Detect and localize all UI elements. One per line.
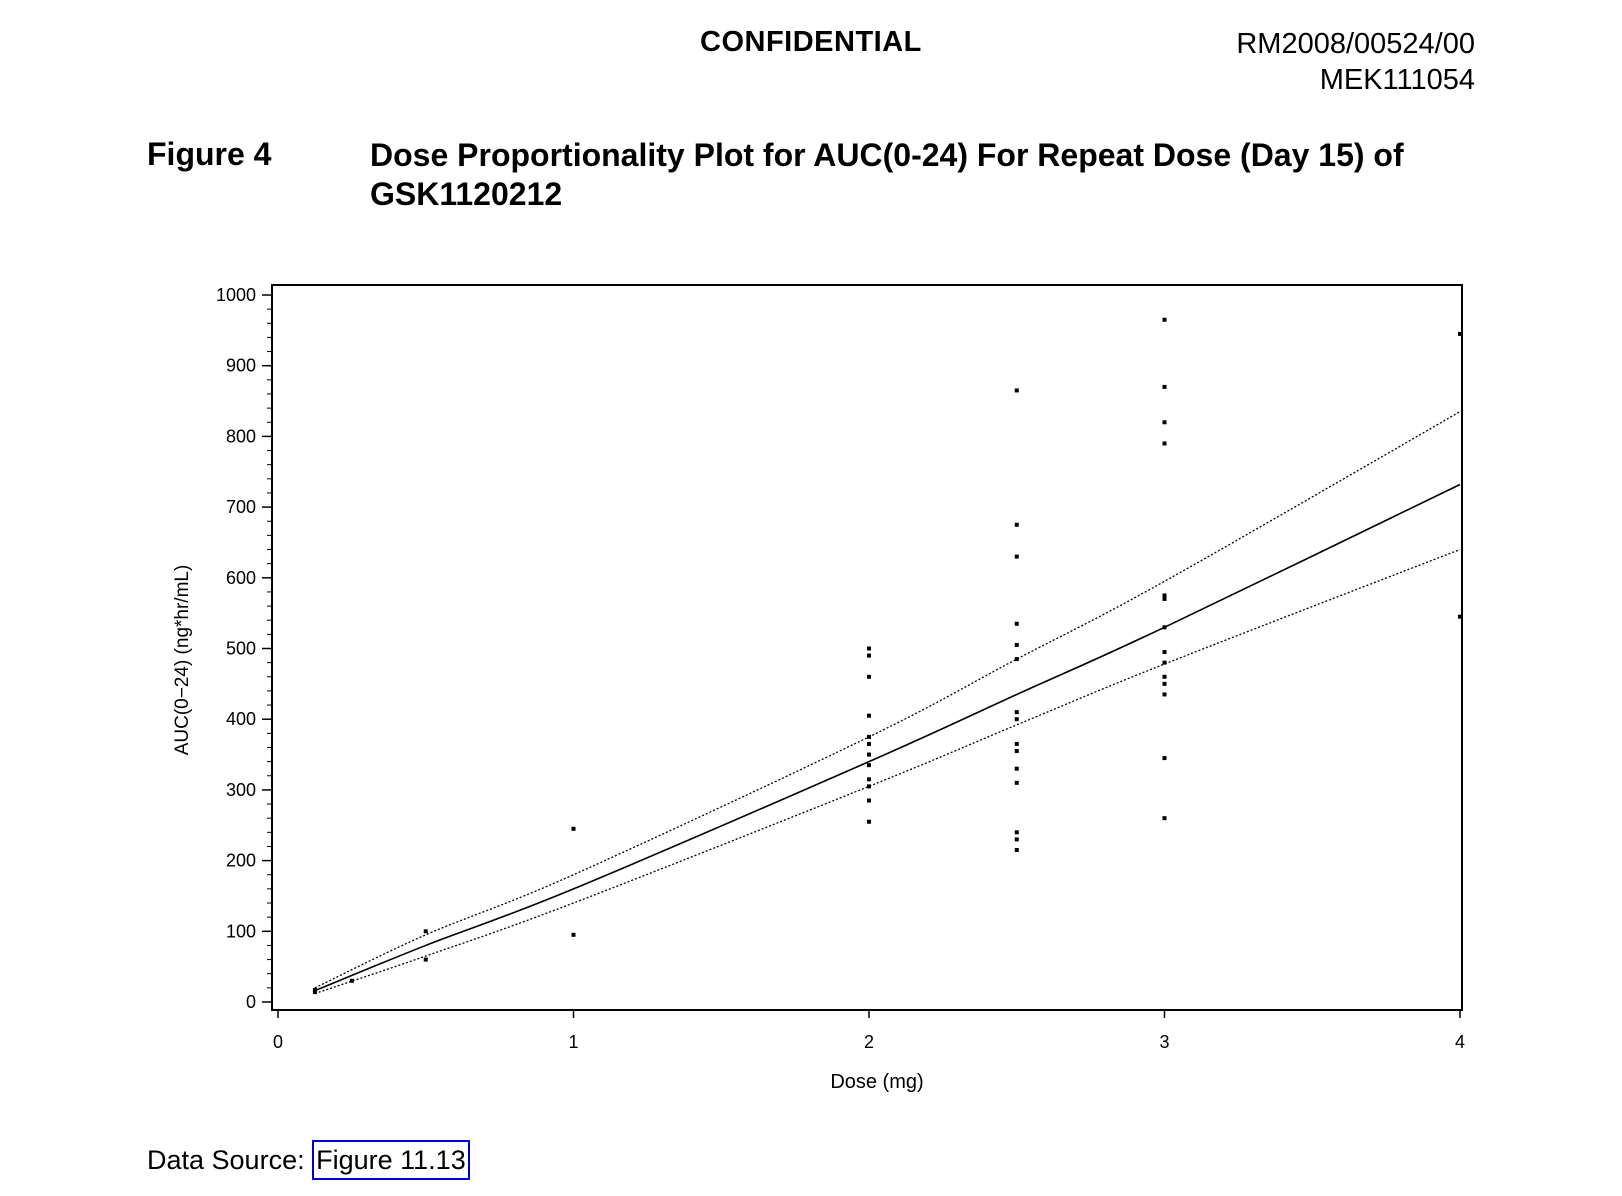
data-point — [1014, 830, 1019, 835]
data-point — [867, 752, 871, 757]
data-point — [1014, 847, 1019, 852]
y-tick-label: 600 — [226, 568, 256, 588]
data-point — [867, 653, 871, 658]
x-tick-label: 0 — [273, 1032, 283, 1052]
data-point — [1162, 384, 1167, 389]
data-point — [1014, 522, 1019, 527]
y-axis-label: AUC(0−24) (ng*hr/mL) — [172, 565, 193, 756]
data-point — [1458, 614, 1462, 619]
data-point — [1162, 816, 1167, 821]
confidence-band-line — [314, 411, 1461, 989]
data-point — [1162, 756, 1167, 761]
plot-frame — [271, 284, 1463, 1011]
y-tick-label: 900 — [226, 356, 256, 376]
data-point — [1014, 710, 1019, 715]
data-point — [867, 734, 871, 739]
data-point — [1162, 625, 1167, 630]
y-axis: 0 100 200 300 400 500 600 700 800 900 1000 — [216, 285, 272, 1012]
y-tick-label: 300 — [226, 780, 256, 800]
data-source: Data Source: Figure 11.13 — [147, 1140, 470, 1180]
data-point — [312, 987, 317, 992]
x-tick-label: 3 — [1159, 1032, 1169, 1052]
x-axis-label: Dose (mg) — [830, 1071, 923, 1093]
fit-lines — [314, 411, 1461, 995]
data-point — [1162, 674, 1167, 679]
x-tick-label: 1 — [568, 1032, 578, 1052]
data-point — [1162, 593, 1167, 598]
data-point — [423, 929, 428, 934]
data-point — [1014, 657, 1019, 662]
data-point — [1162, 650, 1167, 655]
y-tick-label: 200 — [226, 851, 256, 871]
data-point — [867, 784, 871, 789]
data-point — [423, 957, 428, 962]
data-point — [1014, 642, 1019, 647]
data-point — [1458, 331, 1462, 336]
data-point — [867, 674, 871, 679]
data-point — [867, 646, 871, 651]
confidential-label: CONFIDENTIAL — [700, 26, 922, 58]
data-point — [1014, 554, 1019, 559]
data-point — [1162, 317, 1167, 322]
y-tick-label: 500 — [226, 639, 256, 659]
data-point — [867, 777, 871, 782]
data-point — [1162, 681, 1167, 686]
data-source-label: Data Source: — [147, 1145, 305, 1175]
study-id: MEK111054 — [1319, 64, 1475, 96]
data-point — [1014, 717, 1019, 722]
figure-number: Figure 4 — [147, 136, 272, 172]
y-tick-label: 0 — [246, 992, 256, 1012]
data-point — [1162, 660, 1167, 665]
y-tick-label: 1000 — [216, 285, 256, 305]
fit-line — [314, 483, 1461, 992]
data-point — [867, 713, 871, 718]
document-id-block: RM2008/00524/00 MEK111054 — [1236, 26, 1475, 98]
x-axis: 0 1 2 3 4 — [273, 1010, 1465, 1052]
data-point — [1014, 766, 1019, 771]
y-tick-label: 700 — [226, 497, 256, 517]
data-point — [867, 763, 871, 768]
data-point — [867, 819, 871, 824]
data-source-link[interactable]: Figure 11.13 — [312, 1140, 470, 1180]
data-point — [571, 826, 576, 831]
figure-title: Dose Proportionality Plot for AUC(0-24) … — [370, 137, 1404, 212]
x-tick-label: 2 — [864, 1032, 874, 1052]
data-point — [1162, 692, 1167, 697]
data-point — [1014, 621, 1019, 626]
data-point — [1014, 388, 1019, 393]
y-tick-label: 100 — [226, 921, 256, 941]
x-tick-label: 4 — [1455, 1032, 1465, 1052]
data-points — [312, 317, 1462, 995]
data-point — [867, 741, 871, 746]
data-point — [1014, 741, 1019, 746]
data-point — [349, 978, 354, 983]
data-point — [1014, 837, 1019, 842]
data-point — [1014, 780, 1019, 785]
y-tick-label: 800 — [226, 426, 256, 446]
document-number: RM2008/00524/00 — [1236, 28, 1475, 60]
data-point — [312, 990, 317, 995]
data-point — [1162, 597, 1167, 602]
data-point — [1162, 420, 1167, 425]
confidence-band-line — [314, 548, 1461, 995]
y-tick-label: 400 — [226, 709, 256, 729]
data-point — [1014, 749, 1019, 754]
data-point — [867, 798, 871, 803]
data-point — [571, 932, 576, 937]
data-point — [1162, 441, 1167, 446]
